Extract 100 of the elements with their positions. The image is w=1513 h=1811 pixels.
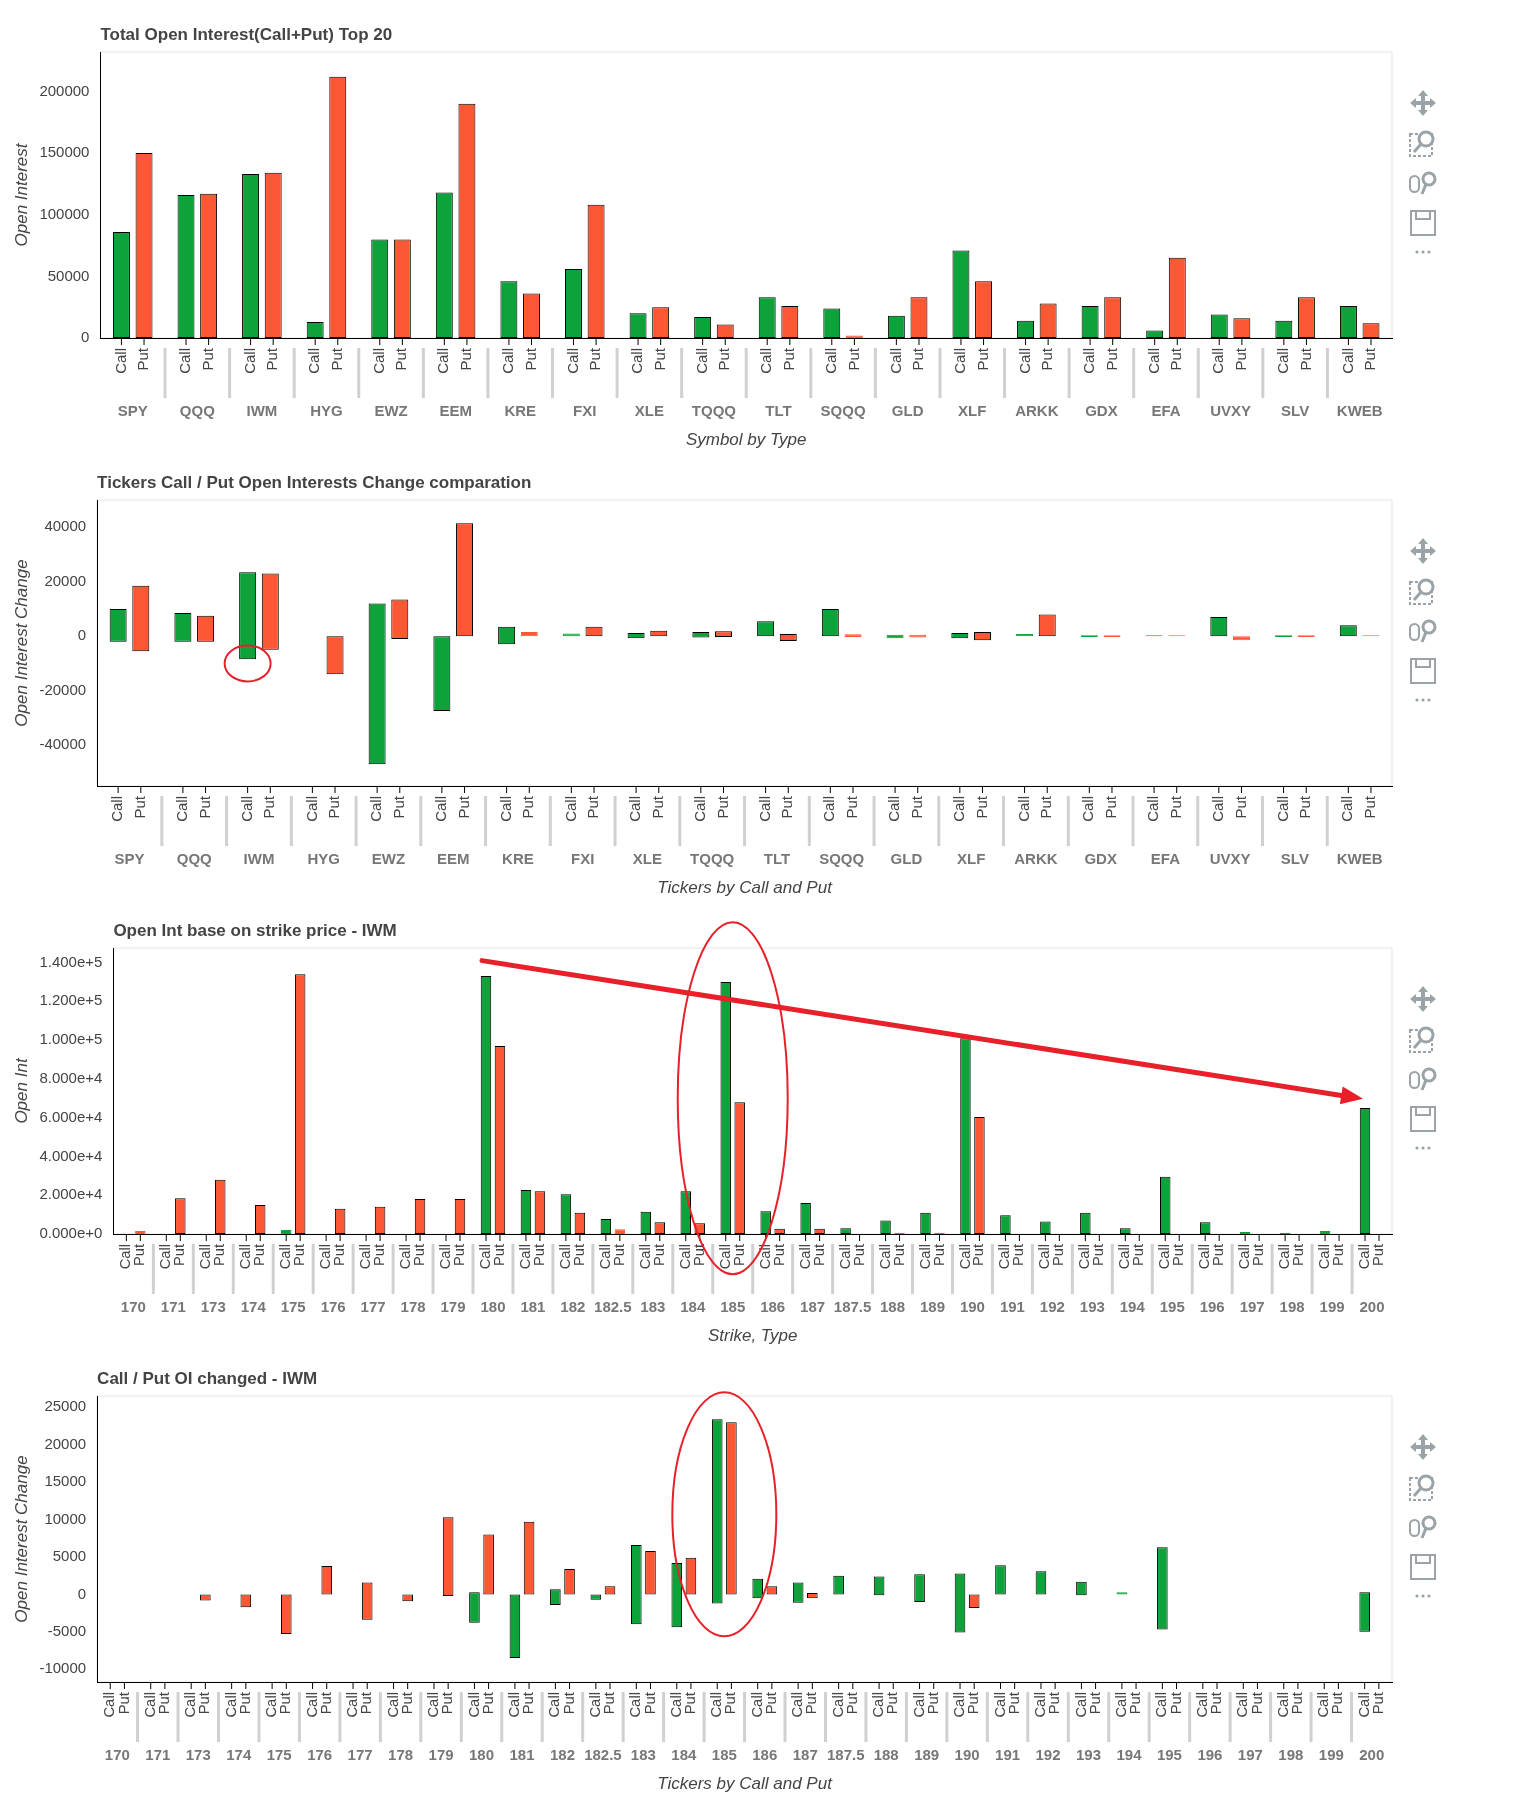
text: Call bbox=[910, 1692, 927, 1718]
text: Call bbox=[384, 1692, 401, 1718]
text: Put bbox=[131, 1244, 148, 1267]
text: Put bbox=[1050, 1244, 1067, 1267]
text: Call bbox=[176, 348, 194, 374]
y-tick-label: -40000 bbox=[39, 735, 87, 753]
text: Put bbox=[291, 1244, 308, 1267]
text: Call bbox=[556, 1244, 573, 1270]
x-tick-label: TQQQ bbox=[690, 849, 735, 867]
text: Call bbox=[676, 1244, 693, 1270]
text: Call bbox=[1156, 1244, 1173, 1270]
text: Call bbox=[496, 796, 514, 822]
text: Call bbox=[141, 1692, 158, 1718]
x-tick-label: 200 bbox=[1359, 1297, 1385, 1315]
x-tick-label: 196 bbox=[1199, 1297, 1225, 1315]
text: Call bbox=[789, 1692, 806, 1718]
x-tick-label: 184 bbox=[671, 1745, 698, 1763]
text: Put bbox=[439, 1692, 456, 1715]
text: Call bbox=[1273, 348, 1291, 374]
x-tick-label: 170 bbox=[104, 1745, 130, 1763]
text: Call bbox=[369, 348, 387, 374]
text: Put bbox=[930, 1244, 947, 1267]
text: Call bbox=[173, 796, 191, 822]
text: Call bbox=[434, 348, 452, 374]
text: Put bbox=[970, 1244, 987, 1267]
text: Put bbox=[610, 1244, 627, 1267]
text: Put bbox=[584, 796, 602, 819]
text: Call bbox=[157, 1244, 174, 1270]
text: Put bbox=[198, 348, 216, 371]
text: Call bbox=[796, 1244, 813, 1270]
x-tick-label: XLE bbox=[634, 401, 664, 419]
x-tick-label: KWEB bbox=[1336, 849, 1383, 867]
y-tick-label: 20000 bbox=[44, 1434, 87, 1452]
x-tick-label: SQQQ bbox=[819, 849, 865, 867]
text: Call bbox=[516, 1244, 533, 1270]
y-tick-label: -5000 bbox=[47, 1621, 87, 1639]
x-tick-label: TLT bbox=[763, 849, 791, 867]
text: Put bbox=[331, 1244, 348, 1267]
text: Call bbox=[546, 1692, 563, 1718]
x-tick-label: SPY bbox=[117, 401, 148, 419]
x-tick-label: EWZ bbox=[374, 401, 408, 419]
y-tick-label: 20000 bbox=[44, 571, 87, 589]
text: Call bbox=[1015, 348, 1033, 374]
y-tick-label: 50000 bbox=[47, 266, 90, 284]
text: Put bbox=[1361, 796, 1379, 819]
text: Put bbox=[601, 1692, 618, 1715]
text: Put bbox=[1232, 348, 1249, 371]
x-tick-label: 176 bbox=[320, 1297, 346, 1315]
x-tick-label: 187.5 bbox=[826, 1745, 865, 1763]
x-tick-label: 194 bbox=[1116, 1745, 1143, 1763]
text: Call bbox=[708, 1692, 725, 1718]
text: Call bbox=[397, 1244, 414, 1270]
text: Call bbox=[302, 796, 320, 822]
text: Call bbox=[886, 348, 904, 374]
x-tick-label: 187 bbox=[792, 1745, 818, 1763]
text: Call bbox=[1338, 348, 1356, 374]
bar bbox=[614, 1229, 626, 1234]
text: Put bbox=[1370, 1244, 1387, 1267]
text: Call bbox=[756, 1244, 773, 1270]
x-tick-label: 175 bbox=[280, 1297, 306, 1315]
y-tick-label: 100000 bbox=[39, 204, 90, 222]
text: Call bbox=[237, 796, 255, 822]
text: Call bbox=[991, 1692, 1008, 1718]
text: Call bbox=[1153, 1692, 1170, 1718]
x-tick-label: 173 bbox=[185, 1745, 211, 1763]
text: Call bbox=[692, 348, 710, 374]
x-tick-label: 182.5 bbox=[594, 1297, 632, 1315]
x-tick-label: 170 bbox=[120, 1297, 146, 1315]
text: Call bbox=[182, 1692, 199, 1718]
x-tick-label: ARKK bbox=[1014, 849, 1058, 867]
chart-title: Total Open Interest(Call+Put) Top 20 bbox=[100, 25, 393, 45]
x-axis-title: Strike, Type bbox=[707, 1326, 798, 1346]
text: Put bbox=[325, 795, 343, 819]
text: Call bbox=[1076, 1244, 1093, 1270]
text: Put bbox=[1005, 1692, 1022, 1715]
y-tick-label: -10000 bbox=[39, 1659, 87, 1677]
x-tick-label: FXI bbox=[573, 401, 597, 419]
y-tick-label: 4.000e+4 bbox=[39, 1146, 103, 1164]
text: Call bbox=[1355, 1692, 1372, 1718]
x-tick-label: 198 bbox=[1279, 1297, 1305, 1315]
text: Put bbox=[519, 796, 537, 819]
x-tick-label: 174 bbox=[226, 1745, 252, 1763]
text: Put bbox=[1250, 1244, 1267, 1267]
text: Call bbox=[628, 348, 646, 374]
text: Put bbox=[778, 796, 796, 819]
text: Put bbox=[973, 348, 991, 371]
text: Call bbox=[755, 796, 773, 822]
text: Put bbox=[115, 1692, 132, 1715]
y-tick-label: 0 bbox=[77, 626, 87, 644]
y-tick-label: 1.400e+5 bbox=[39, 952, 103, 970]
text: Call bbox=[757, 348, 775, 374]
bar bbox=[520, 632, 538, 637]
x-tick-label: 198 bbox=[1278, 1745, 1304, 1763]
text: Call bbox=[1036, 1244, 1053, 1270]
text: Call bbox=[263, 1692, 280, 1718]
text: Put bbox=[134, 348, 152, 371]
x-tick-label: 182.5 bbox=[584, 1745, 622, 1763]
x-tick-label: GDX bbox=[1085, 401, 1118, 419]
text: Call bbox=[1080, 348, 1098, 374]
y-tick-label: 8.000e+4 bbox=[39, 1069, 103, 1087]
